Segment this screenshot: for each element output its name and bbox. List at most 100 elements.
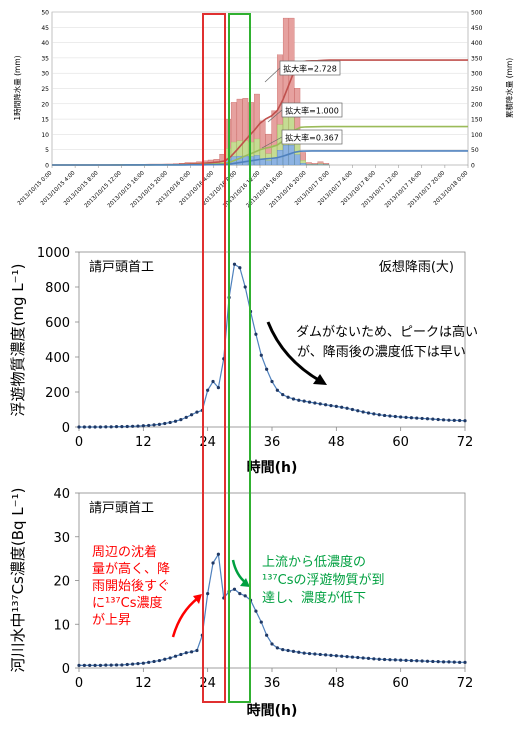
c2-data-point xyxy=(313,401,317,405)
rainfall-left-tick-label: 10 xyxy=(41,132,49,139)
c2-y-tick-label: 400 xyxy=(45,351,70,366)
c2-data-point xyxy=(447,418,451,422)
c2-data-point xyxy=(131,424,135,428)
c3-data-point xyxy=(297,650,301,654)
c2-data-point xyxy=(163,421,167,426)
c3-data-point xyxy=(184,651,188,655)
rainfall-right-tick-label: 200 xyxy=(471,101,483,108)
c3-data-point xyxy=(377,657,381,661)
rainfall-right-tick-label: 450 xyxy=(471,25,483,32)
rainfall-hourly-bar xyxy=(236,155,243,166)
rainfall-right-tick-label: 0 xyxy=(471,163,475,170)
rainfall-left-tick-label: 40 xyxy=(41,40,49,47)
c3-data-point xyxy=(125,662,129,667)
c2-x-tick-label: 72 xyxy=(457,435,474,450)
rainfall-right-tick-label: 50 xyxy=(471,147,479,154)
c2-data-point xyxy=(77,425,81,429)
rainfall-left-axis-label: 1時間降水量 (mm) xyxy=(12,55,22,120)
cs-plot-area xyxy=(78,492,466,669)
c2-data-point xyxy=(98,425,103,429)
c2-data-point xyxy=(350,407,355,412)
c2-data-point xyxy=(211,379,215,384)
c3-x-tick-label: 0 xyxy=(75,676,83,691)
c2-data-point xyxy=(334,404,338,408)
c3-data-point xyxy=(291,649,296,653)
c2-x-tick-label: 60 xyxy=(392,435,409,450)
c3-data-point xyxy=(195,648,199,653)
c3-data-point xyxy=(206,592,210,596)
c2-data-point xyxy=(388,414,392,418)
c2-data-point xyxy=(431,417,435,421)
cs-red-annotation-line: が上昇 xyxy=(92,613,131,628)
c2-data-point xyxy=(168,420,172,425)
c3-data-point xyxy=(152,659,156,664)
c2-data-point xyxy=(238,266,242,270)
rainfall-label-0367: 拡大率=0.367 xyxy=(261,129,343,149)
c2-data-point xyxy=(189,413,194,417)
rainfall-hourly-bar xyxy=(294,154,301,166)
c3-data-point xyxy=(189,650,194,654)
c3-data-point xyxy=(425,659,430,663)
c2-data-point xyxy=(425,417,430,421)
c3-data-point xyxy=(382,657,387,662)
rainfall-right-tick-label: 100 xyxy=(471,132,483,139)
rainfall-right-axis-label: 累積降水量 (mm) xyxy=(504,58,514,118)
c2-data-point xyxy=(361,410,365,414)
c3-data-point xyxy=(82,663,86,667)
c3-data-point xyxy=(275,646,279,650)
cs-red-annotation-line: に¹³⁷Cs濃度 xyxy=(92,595,163,611)
cs-red-annotation: 周辺の沈着 量が高く、降 雨開始後すぐ に¹³⁷Cs濃度 が上昇 xyxy=(92,544,170,628)
c2-x-tick-label: 36 xyxy=(264,435,281,450)
c3-data-point xyxy=(393,658,397,662)
c2-x-tick-label: 48 xyxy=(328,435,345,450)
ss-scenario-label: 仮想降雨(大) xyxy=(379,259,454,275)
rainfall-hourly-bar xyxy=(265,160,272,166)
c2-data-point xyxy=(141,424,145,428)
cs-red-annotation-line: 量が高く、降 xyxy=(92,561,170,577)
c2-data-point xyxy=(206,388,210,392)
c2-data-point xyxy=(452,418,456,422)
cs-red-arrow xyxy=(171,597,199,638)
c2-data-point xyxy=(270,379,274,384)
cs-green-annotation-line: ¹³⁷Csの浮遊物質が到 xyxy=(262,573,385,588)
rain-onset-highlight-box xyxy=(202,13,226,703)
c2-y-tick-label: 200 xyxy=(45,386,70,401)
c2-data-point xyxy=(275,388,279,392)
c2-data-point xyxy=(393,414,397,419)
cs-green-annotation-line: 達し、濃度が低下 xyxy=(262,590,366,606)
rainfall-left-tick-label: 35 xyxy=(41,55,49,62)
c3-data-point xyxy=(286,648,290,653)
cs-green-annotation: 上流から低濃度の ¹³⁷Csの浮遊物質が到 達し、濃度が低下 xyxy=(262,554,385,606)
cs-red-arrowhead xyxy=(193,594,202,604)
cs-chart: 0 12 24 36 48 60 72 0 10 20 30 40 河川水中¹³⁷Cs濃度(Bq L⁻… xyxy=(9,487,473,719)
c3-data-point xyxy=(211,561,215,565)
c3-data-point xyxy=(93,663,97,667)
c2-data-point xyxy=(356,409,360,413)
c2-data-point xyxy=(345,406,349,410)
c3-data-point xyxy=(147,660,151,664)
c2-data-point xyxy=(377,413,381,417)
cs-y-axis-label: 河川水中¹³⁷Cs濃度(Bq L⁻¹) xyxy=(9,488,27,673)
ss-x-axis-label: 時間(h) xyxy=(247,459,298,476)
c3-x-tick-label: 48 xyxy=(328,676,345,691)
c3-data-point xyxy=(109,663,113,667)
c3-data-point xyxy=(415,659,419,663)
rainfall-hourly-bar xyxy=(300,163,306,166)
c2-data-point xyxy=(136,424,140,428)
ss-annotation-line1: ダムがないため、ピークは高い xyxy=(296,324,478,340)
c2-data-point xyxy=(125,424,129,429)
c2-data-point xyxy=(184,415,188,419)
c3-data-point xyxy=(77,663,81,667)
c3-data-point xyxy=(120,663,124,667)
c3-data-point xyxy=(436,660,440,664)
c3-data-point xyxy=(441,660,446,664)
c3-data-point xyxy=(88,663,92,667)
c2-data-point xyxy=(297,398,301,402)
c3-data-point xyxy=(114,663,119,667)
c2-y-tick-label: 1000 xyxy=(37,246,70,261)
ss-annotation-arrow xyxy=(266,321,323,384)
c2-x-tick-label: 12 xyxy=(135,435,152,450)
c2-data-point xyxy=(147,423,151,428)
c3-x-tick-label: 60 xyxy=(392,676,409,691)
